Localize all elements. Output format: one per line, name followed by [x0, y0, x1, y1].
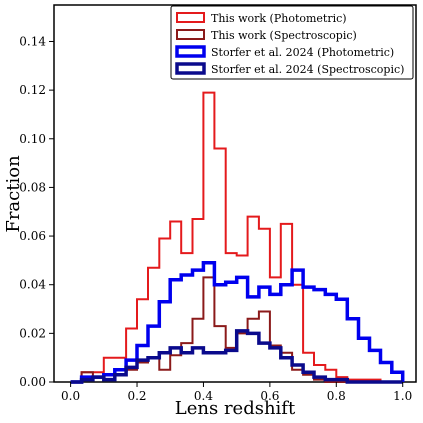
series-line-3	[70, 261, 405, 384]
legend-label-1: This work (Photometric)	[211, 12, 347, 25]
legend-swatch-1	[176, 12, 205, 23]
y-tick-label: 0.10	[19, 132, 46, 146]
tick-layer: 0.0 0.2 0.4 0.6 0.8 1.0 0.00 0.02 0.04 0.06 0.08 0.…	[19, 34, 412, 403]
legend-swatch-4	[175, 62, 206, 75]
x-tick-label: 0.0	[61, 389, 80, 403]
series-line-1	[70, 91, 403, 383]
legend: This work (Photometric) This work (Spectr…	[170, 5, 414, 80]
x-tick-label: 0.6	[260, 389, 279, 403]
y-tick-label: 0.00	[19, 375, 46, 389]
y-tick-label: 0.06	[19, 229, 46, 243]
x-tick-label: 0.4	[194, 389, 213, 403]
legend-box	[170, 5, 414, 80]
series-layer	[70, 91, 405, 384]
y-tick-label: 0.14	[19, 34, 46, 48]
legend-swatch-2	[176, 29, 205, 40]
x-tick-label: 0.2	[127, 389, 146, 403]
x-tick-label: 0.8	[327, 389, 346, 403]
plot-frame	[53, 4, 417, 383]
y-tick-label: 0.04	[19, 278, 46, 292]
y-tick-label: 0.12	[19, 83, 46, 97]
legend-swatch-3	[175, 45, 206, 58]
y-tick-label: 0.02	[19, 326, 46, 340]
legend-label-3: Storfer et al. 2024 (Photometric)	[211, 46, 394, 59]
y-axis-label: Fraction	[3, 155, 24, 233]
x-axis-label: Lens redshift	[175, 398, 296, 419]
y-tick-label: 0.08	[19, 180, 46, 194]
legend-label-4: Storfer et al. 2024 (Spectroscopic)	[211, 63, 404, 76]
x-tick-label: 1.0	[393, 389, 412, 403]
series-line-4	[70, 329, 403, 384]
legend-label-2: This work (Spectroscopic)	[211, 29, 357, 42]
